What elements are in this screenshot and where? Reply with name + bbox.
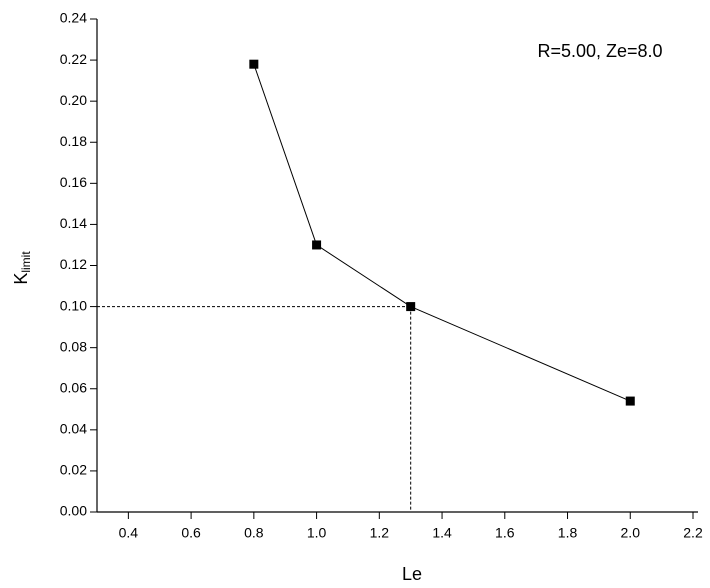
- y-tick-label: 0.10: [60, 297, 87, 313]
- y-tick-label: 0.18: [60, 133, 87, 149]
- y-tick-label: 0.12: [60, 256, 87, 272]
- x-tick-label: 2.2: [683, 525, 703, 541]
- y-tick-label: 0.14: [60, 215, 87, 231]
- y-tick-label: 0.24: [60, 10, 87, 26]
- y-tick-label: 0.16: [60, 174, 87, 190]
- x-tick-label: 0.4: [119, 525, 139, 541]
- y-tick-label: 0.06: [60, 379, 87, 395]
- y-axis-label: Klimit: [11, 251, 33, 285]
- y-tick-label: 0.22: [60, 51, 87, 67]
- x-axis-label: Le: [402, 564, 422, 584]
- y-tick-label: 0.20: [60, 92, 87, 108]
- marker: [625, 396, 635, 406]
- y-tick-label: 0.02: [60, 462, 87, 478]
- x-tick-label: 1.0: [307, 525, 327, 541]
- x-tick-label: 1.8: [558, 525, 578, 541]
- x-tick-label: 1.2: [370, 525, 390, 541]
- x-tick-label: 0.8: [244, 525, 264, 541]
- series-line: [253, 64, 631, 402]
- x-tick-label: 0.6: [181, 525, 201, 541]
- x-tick-label: 1.6: [495, 525, 515, 541]
- x-tick-label: 1.4: [432, 525, 452, 541]
- marker: [312, 240, 322, 250]
- annotation: R=5.00, Ze=8.0: [537, 41, 662, 61]
- marker: [249, 59, 259, 69]
- y-axis-label-main: K: [11, 273, 31, 285]
- marker: [406, 302, 416, 312]
- y-tick-label: 0.04: [60, 421, 87, 437]
- y-tick-label: 0.00: [60, 503, 87, 519]
- x-tick-label: 2.0: [621, 525, 641, 541]
- y-tick-label: 0.08: [60, 338, 87, 354]
- y-axis-label-sub: limit: [19, 251, 33, 273]
